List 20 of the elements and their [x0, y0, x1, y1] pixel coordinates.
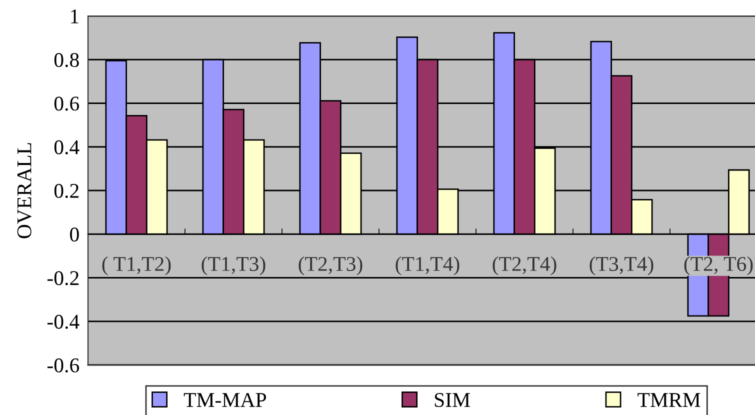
- y-axis-title: OVERALL: [17, 143, 32, 238]
- y-tick-label: 1: [71, 9, 78, 24]
- y-tick-label: 0.8: [54, 53, 79, 68]
- x-tick-label: (T1,T3): [202, 256, 266, 276]
- x-tick-label: (T2,T4): [492, 256, 556, 276]
- y-tick-label: -0.6: [47, 358, 80, 373]
- x-tick-label: (T1,T4): [396, 256, 460, 276]
- legend-label: TM-MAP: [184, 393, 266, 407]
- y-tick-label: 0.6: [54, 96, 80, 111]
- y-tick-label: -0.2: [47, 271, 79, 286]
- y-tick-label: 0.4: [54, 140, 80, 154]
- y-tick-label: 0: [70, 228, 79, 242]
- legend-label: SIM: [434, 393, 470, 408]
- x-tick-label: (T3,T4): [590, 256, 654, 276]
- x-tick-label: ( T1,T2): [102, 256, 171, 276]
- x-tick-label: (T2,T3): [298, 256, 362, 276]
- y-tick-label: 0.2: [54, 184, 79, 198]
- y-tick-label: -0.4: [47, 314, 80, 329]
- x-tick-label: (T2, T6): [684, 256, 753, 276]
- legend-label: TMRM: [638, 393, 700, 407]
